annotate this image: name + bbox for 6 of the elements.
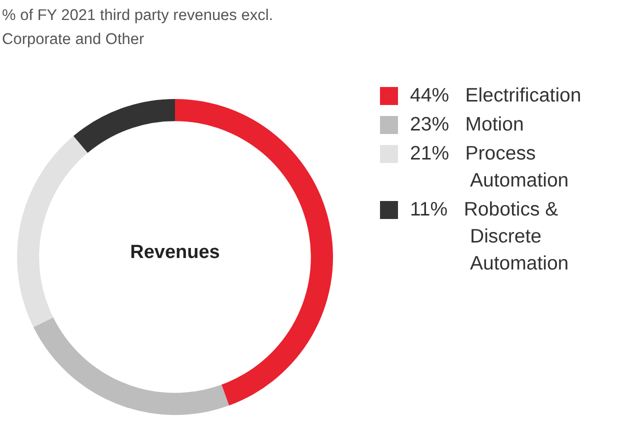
legend-label: 21% Process Automation: [410, 142, 569, 192]
chart-title: % of FY 2021 third party revenues excl. Corporate and Other: [2, 6, 274, 50]
text: Revenues: [130, 242, 220, 264]
legend-label: 11% Robotics & Discrete Automation: [410, 198, 569, 274]
legend-label: 23% Motion: [410, 113, 524, 136]
legend-label: 44% Electrification: [410, 84, 582, 106]
